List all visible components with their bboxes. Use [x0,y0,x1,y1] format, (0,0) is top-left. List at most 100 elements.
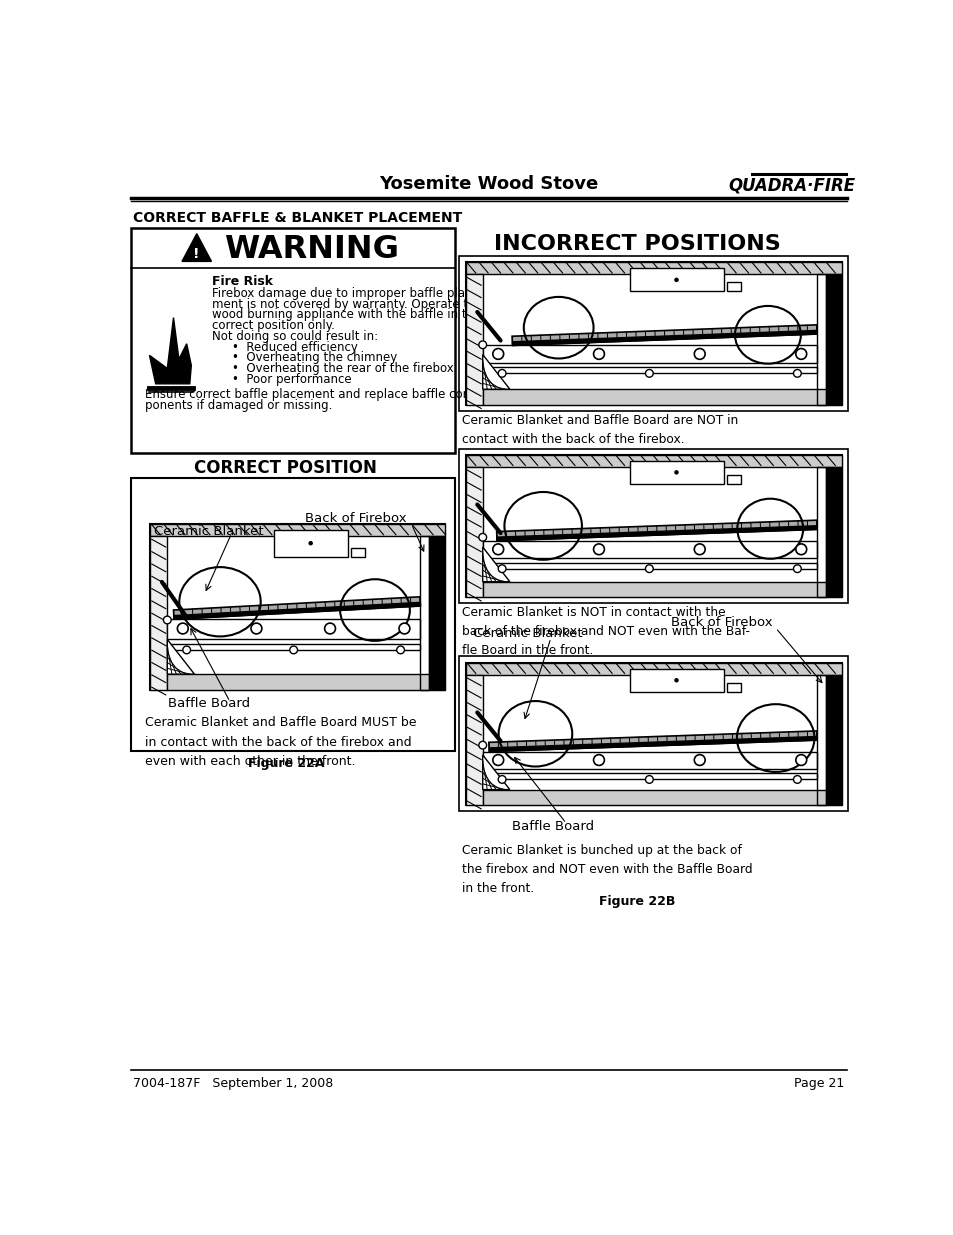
Bar [150,536,167,689]
Text: Firebox damage due to improper baffle place-: Firebox damage due to improper baffle pl… [212,287,483,300]
Circle shape [593,348,604,359]
Polygon shape [512,331,816,346]
Bar [482,346,816,363]
Bar [482,367,816,373]
Polygon shape [488,731,816,748]
Polygon shape [167,640,194,674]
Circle shape [795,755,806,766]
Text: QUADRA·FIRE: QUADRA·FIRE [728,177,855,195]
Bar [825,274,841,405]
Bar [429,536,444,689]
Text: •  Poor performance: • Poor performance [232,373,351,387]
Text: Back of Firebox: Back of Firebox [305,513,406,525]
Bar [465,662,841,805]
Circle shape [793,369,801,377]
Circle shape [493,348,503,359]
Text: Baffle Board: Baffle Board [168,697,250,710]
Circle shape [793,776,801,783]
Polygon shape [482,755,509,789]
Bar [459,448,847,603]
Circle shape [694,755,704,766]
Text: CORRECT BAFFLE & BLANKET PLACEMENT: CORRECT BAFFLE & BLANKET PLACEMENT [133,210,462,225]
Circle shape [795,348,806,359]
Circle shape [674,278,678,282]
Text: CORRECT POSITION: CORRECT POSITION [194,458,377,477]
Polygon shape [497,526,816,541]
Bar [465,674,482,805]
Bar [482,582,825,597]
Text: Back of Firebox: Back of Firebox [670,616,772,629]
Bar [465,262,841,405]
Circle shape [183,646,191,653]
Bar [274,530,348,557]
Polygon shape [482,547,509,582]
Bar [465,454,841,597]
Text: Figure 22B: Figure 22B [598,895,675,908]
Circle shape [497,776,505,783]
Bar [816,467,825,597]
Circle shape [674,679,678,682]
Polygon shape [489,736,816,752]
Bar [825,674,841,805]
Polygon shape [173,597,420,615]
Circle shape [163,616,171,624]
Circle shape [493,543,503,555]
Bar [167,674,429,689]
Circle shape [251,624,261,634]
Text: Page 21: Page 21 [794,1077,843,1091]
Text: wood burning appliance with the baffle in the: wood burning appliance with the baffle i… [212,309,481,321]
Bar [419,536,429,689]
Polygon shape [482,354,509,389]
Bar [150,524,444,689]
Circle shape [309,542,312,545]
Bar [150,524,444,536]
Circle shape [645,369,653,377]
Bar [482,541,816,558]
Polygon shape [182,233,212,262]
Text: correct position only.: correct position only. [212,319,335,332]
Text: ponents if damaged or missing.: ponents if damaged or missing. [145,399,332,412]
Circle shape [398,624,410,634]
Circle shape [324,624,335,634]
Bar [465,662,841,674]
Circle shape [493,755,503,766]
Bar [482,773,816,779]
Circle shape [645,564,653,573]
Bar [482,752,816,768]
Circle shape [177,624,188,634]
Polygon shape [150,317,192,384]
Bar [816,674,825,805]
Bar [465,274,482,405]
Bar [629,461,723,484]
Text: Ceramic Blanket and Baffle Board MUST be
in contact with the back of the firebox: Ceramic Blanket and Baffle Board MUST be… [145,716,416,768]
Bar [629,268,723,291]
Polygon shape [173,603,420,619]
Bar [459,656,847,811]
Bar [482,389,825,405]
Bar [131,228,455,453]
Text: Yosemite Wood Stove: Yosemite Wood Stove [379,175,598,194]
Text: 7004-187F   September 1, 2008: 7004-187F September 1, 2008 [133,1077,334,1091]
Bar [726,474,740,484]
Text: Fire Risk: Fire Risk [212,275,273,288]
Bar [726,683,740,692]
Bar [167,619,419,640]
Circle shape [593,755,604,766]
Text: Ceramic Blanket: Ceramic Blanket [473,627,582,640]
Circle shape [645,776,653,783]
Bar [465,467,482,597]
Bar [459,256,847,411]
Text: WARNING: WARNING [224,233,398,264]
Circle shape [795,543,806,555]
Circle shape [478,741,486,750]
Text: Not doing so could result in:: Not doing so could result in: [212,330,378,343]
Bar [465,262,841,274]
Bar [131,478,455,751]
Bar [816,274,825,405]
Bar [825,467,841,597]
Circle shape [593,543,604,555]
Circle shape [497,564,505,573]
Text: Ceramic Blanket and Baffle Board are NOT in
contact with the back of the firebox: Ceramic Blanket and Baffle Board are NOT… [461,414,738,446]
Bar [482,789,825,805]
Circle shape [674,471,678,474]
